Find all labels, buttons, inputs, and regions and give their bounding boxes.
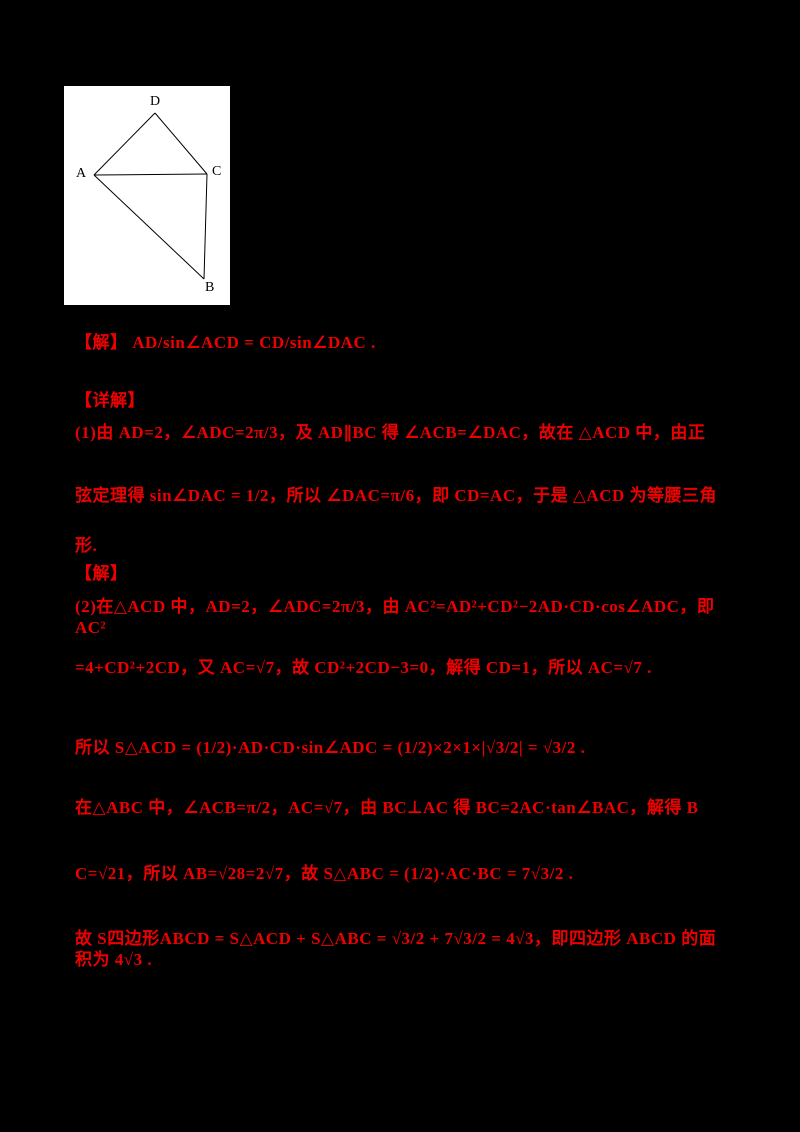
vertex-label-b: B bbox=[205, 280, 215, 295]
vertex-label-c: C bbox=[212, 164, 222, 179]
solution-line-12: 故 S四边形ABCD = S△ACD + S△ABC = √3/2 + 7√3/… bbox=[75, 929, 717, 970]
solution-line-9: 所以 S△ACD = (1/2)·AD·CD·sin∠ADC = (1/2)×2… bbox=[75, 738, 586, 757]
solution-line-10: 在△ABC 中，∠ACB=π/2，AC=√7，由 BC⊥AC 得 BC=2AC·… bbox=[75, 798, 699, 817]
solution-line-7: (2)在△ACD 中，AD=2，∠ADC=2π/3，由 AC²=AD²+CD²−… bbox=[75, 597, 715, 638]
vertex-label-a: A bbox=[76, 166, 87, 181]
solution-line-8: =4+CD²+2CD，又 AC=√7，故 CD²+2CD−3=0，解得 CD=1… bbox=[75, 658, 652, 677]
vertex-label-d: D bbox=[150, 94, 161, 109]
solution-line-2: 【详解】 bbox=[75, 391, 145, 410]
solution-line-11: C=√21，所以 AB=√28=2√7，故 S△ABC = (1/2)·AC·B… bbox=[75, 864, 574, 883]
solution-line-5: 形. bbox=[75, 536, 98, 555]
solution-line-6: 【解】 bbox=[75, 564, 128, 583]
solution-line-4: 弦定理得 sin∠DAC = 1/2，所以 ∠DAC=π/6，即 CD=AC，于… bbox=[75, 486, 718, 505]
solution-line-1: 【解】 AD/sin∠ACD = CD/sin∠DAC . bbox=[75, 333, 376, 352]
geometry-figure: D A C B bbox=[64, 86, 230, 305]
quadrilateral-drawing bbox=[93, 112, 208, 280]
solution-line-3: (1)由 AD=2，∠ADC=2π/3，及 AD∥BC 得 ∠ACB=∠DAC，… bbox=[75, 423, 706, 442]
